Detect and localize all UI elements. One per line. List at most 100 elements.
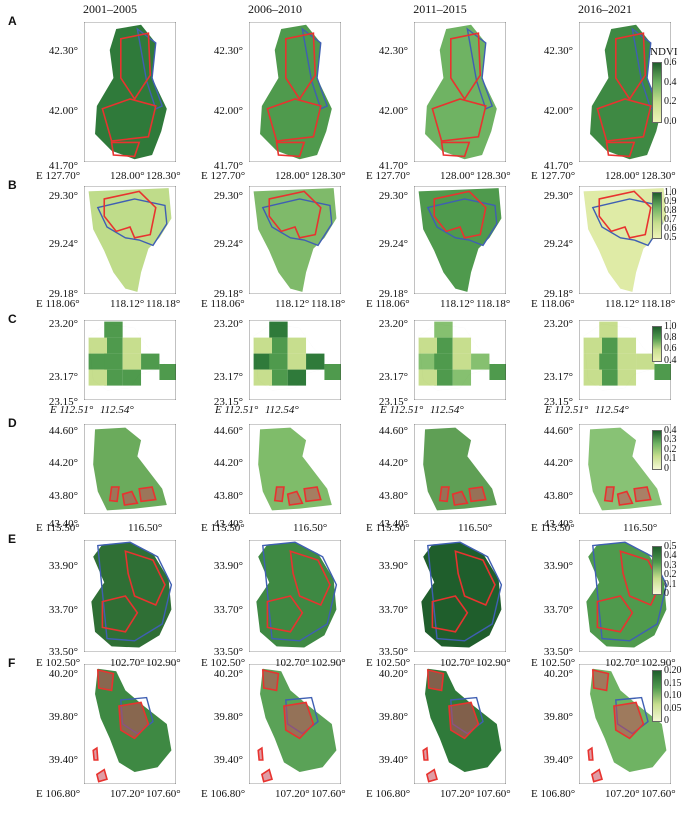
longitude-tick-label: E 106.80° <box>531 788 576 800</box>
latitude-tick-label: 29.24° <box>543 238 573 250</box>
ndvi-map-panel <box>249 320 341 400</box>
longitude-tick-label: E 112.51° <box>380 404 424 416</box>
column-title: 2006–2010 <box>248 2 302 16</box>
latitude-tick-label: 44.20° <box>543 457 573 469</box>
latitude-tick-label: 23.20° <box>543 318 573 330</box>
red-zone-boundary <box>286 33 315 99</box>
red-zone-boundary <box>304 487 321 501</box>
red-zone-boundary <box>620 551 660 605</box>
colorbar-tick-label: 0.20 <box>664 665 682 676</box>
ndvi-map-panel <box>579 186 671 294</box>
colorbar-tick-label: 0.9 <box>664 196 677 208</box>
panel-letter: E <box>8 532 17 546</box>
ndvi-map-panel <box>414 664 506 784</box>
colorbar-tick-label: 0.4 <box>664 425 677 436</box>
colorbar-tick-label: 0 <box>664 715 669 727</box>
ndvi-map-panel <box>414 424 506 514</box>
latitude-tick-label: 29.18° <box>213 288 243 300</box>
latitude-tick-label: 43.80° <box>213 490 243 502</box>
red-zone-boundary <box>432 99 485 141</box>
latitude-tick-label: 43.80° <box>48 490 78 502</box>
longitude-tick-label: E 118.06° <box>531 298 575 310</box>
ndvi-map-panel <box>84 540 176 652</box>
latitude-tick-label: 33.50° <box>378 646 408 658</box>
study-area-boundary <box>91 542 171 647</box>
longitude-tick-label: 128.30° <box>476 170 511 182</box>
longitude-tick-label: 118.12° <box>605 298 640 310</box>
latitude-tick-label: 40.20° <box>213 668 243 680</box>
latitude-tick-label: 33.50° <box>543 646 573 658</box>
colorbar-tick-label: 0.5 <box>664 541 677 552</box>
longitude-tick-label: 102.90° <box>311 657 346 669</box>
latitude-tick-label: 41.70° <box>378 160 408 172</box>
longitude-tick-label: 112.54° <box>595 404 629 416</box>
longitude-tick-label: 107.60° <box>641 788 676 800</box>
study-area-boundary <box>419 324 495 390</box>
longitude-tick-label: 128.00° <box>440 170 475 182</box>
red-zone-boundary <box>267 596 302 632</box>
red-zone-boundary <box>93 748 98 760</box>
latitude-tick-label: 42.30° <box>48 45 78 57</box>
red-zone-boundary <box>102 596 137 632</box>
red-zone-boundary <box>634 487 651 501</box>
red-zone-boundary <box>607 142 635 156</box>
colorbar-tick-label: 0.8 <box>664 205 677 217</box>
longitude-tick-label: 116.50° <box>128 522 163 534</box>
colorbar-tick-label: 0.2 <box>664 443 677 455</box>
ndvi-pixel <box>88 369 107 386</box>
longitude-tick-label: E 127.70° <box>201 170 246 182</box>
ndvi-pixel <box>88 337 107 354</box>
latitude-tick-label: 33.90° <box>543 560 573 572</box>
ndvi-map-panel <box>249 664 341 784</box>
longitude-tick-label: E 115.50° <box>366 522 410 534</box>
latitude-tick-label: 33.70° <box>213 604 243 616</box>
ndvi-pixel <box>287 353 307 370</box>
blue-zone-boundary <box>263 542 337 641</box>
longitude-tick-label: 118.18° <box>311 298 346 310</box>
ndvi-map-panel <box>414 186 506 294</box>
ndvi-map-panel <box>579 540 671 652</box>
ndvi-pixel <box>434 337 453 354</box>
panel-letter: F <box>8 656 16 670</box>
latitude-tick-label: 23.20° <box>378 318 408 330</box>
latitude-tick-label: 23.20° <box>48 318 78 330</box>
ndvi-map-panel <box>579 664 671 784</box>
ndvi-pixel <box>418 353 437 370</box>
longitude-tick-label: 118.12° <box>275 298 310 310</box>
longitude-tick-label: 102.70° <box>440 657 475 669</box>
latitude-tick-label: 41.70° <box>213 160 243 172</box>
longitude-tick-label: 128.30° <box>146 170 181 182</box>
ndvi-pixel <box>122 369 142 386</box>
column-title: 2011–2015 <box>413 2 467 16</box>
panel-letter: B <box>8 178 17 192</box>
longitude-tick-label: E 102.50° <box>201 657 246 669</box>
longitude-tick-label: 128.00° <box>110 170 145 182</box>
ndvi-pixel <box>599 353 618 370</box>
red-zone-boundary <box>616 33 645 99</box>
panel-letter: C <box>8 312 17 326</box>
red-zone-boundary <box>262 770 272 782</box>
longitude-tick-label: E 106.80° <box>36 788 81 800</box>
colorbar-tick-label: 0 <box>664 588 669 600</box>
longitude-tick-label: 118.12° <box>110 298 145 310</box>
study-area-boundary <box>254 324 330 390</box>
longitude-tick-label: 102.70° <box>605 657 640 669</box>
longitude-tick-label: 116.50° <box>623 522 658 534</box>
longitude-tick-label: 118.12° <box>440 298 475 310</box>
latitude-tick-label: 29.24° <box>213 238 243 250</box>
ndvi-pixel <box>269 353 288 370</box>
red-zone-boundary <box>455 551 495 605</box>
study-area-boundary <box>256 542 336 647</box>
red-zone-boundary <box>442 142 470 156</box>
ndvi-pixel <box>418 337 437 354</box>
longitude-tick-label: E 115.50° <box>531 522 575 534</box>
red-zone-boundary <box>449 702 478 738</box>
longitude-tick-label: 112.54° <box>430 404 464 416</box>
latitude-tick-label: 29.30° <box>48 190 78 202</box>
colorbar-tick-label: 0.4 <box>664 354 677 366</box>
latitude-tick-label: 23.15° <box>213 396 243 408</box>
red-zone-boundary <box>434 191 486 237</box>
red-zone-boundary <box>125 551 165 605</box>
longitude-tick-label: 102.90° <box>146 657 181 669</box>
latitude-tick-label: 33.70° <box>543 604 573 616</box>
